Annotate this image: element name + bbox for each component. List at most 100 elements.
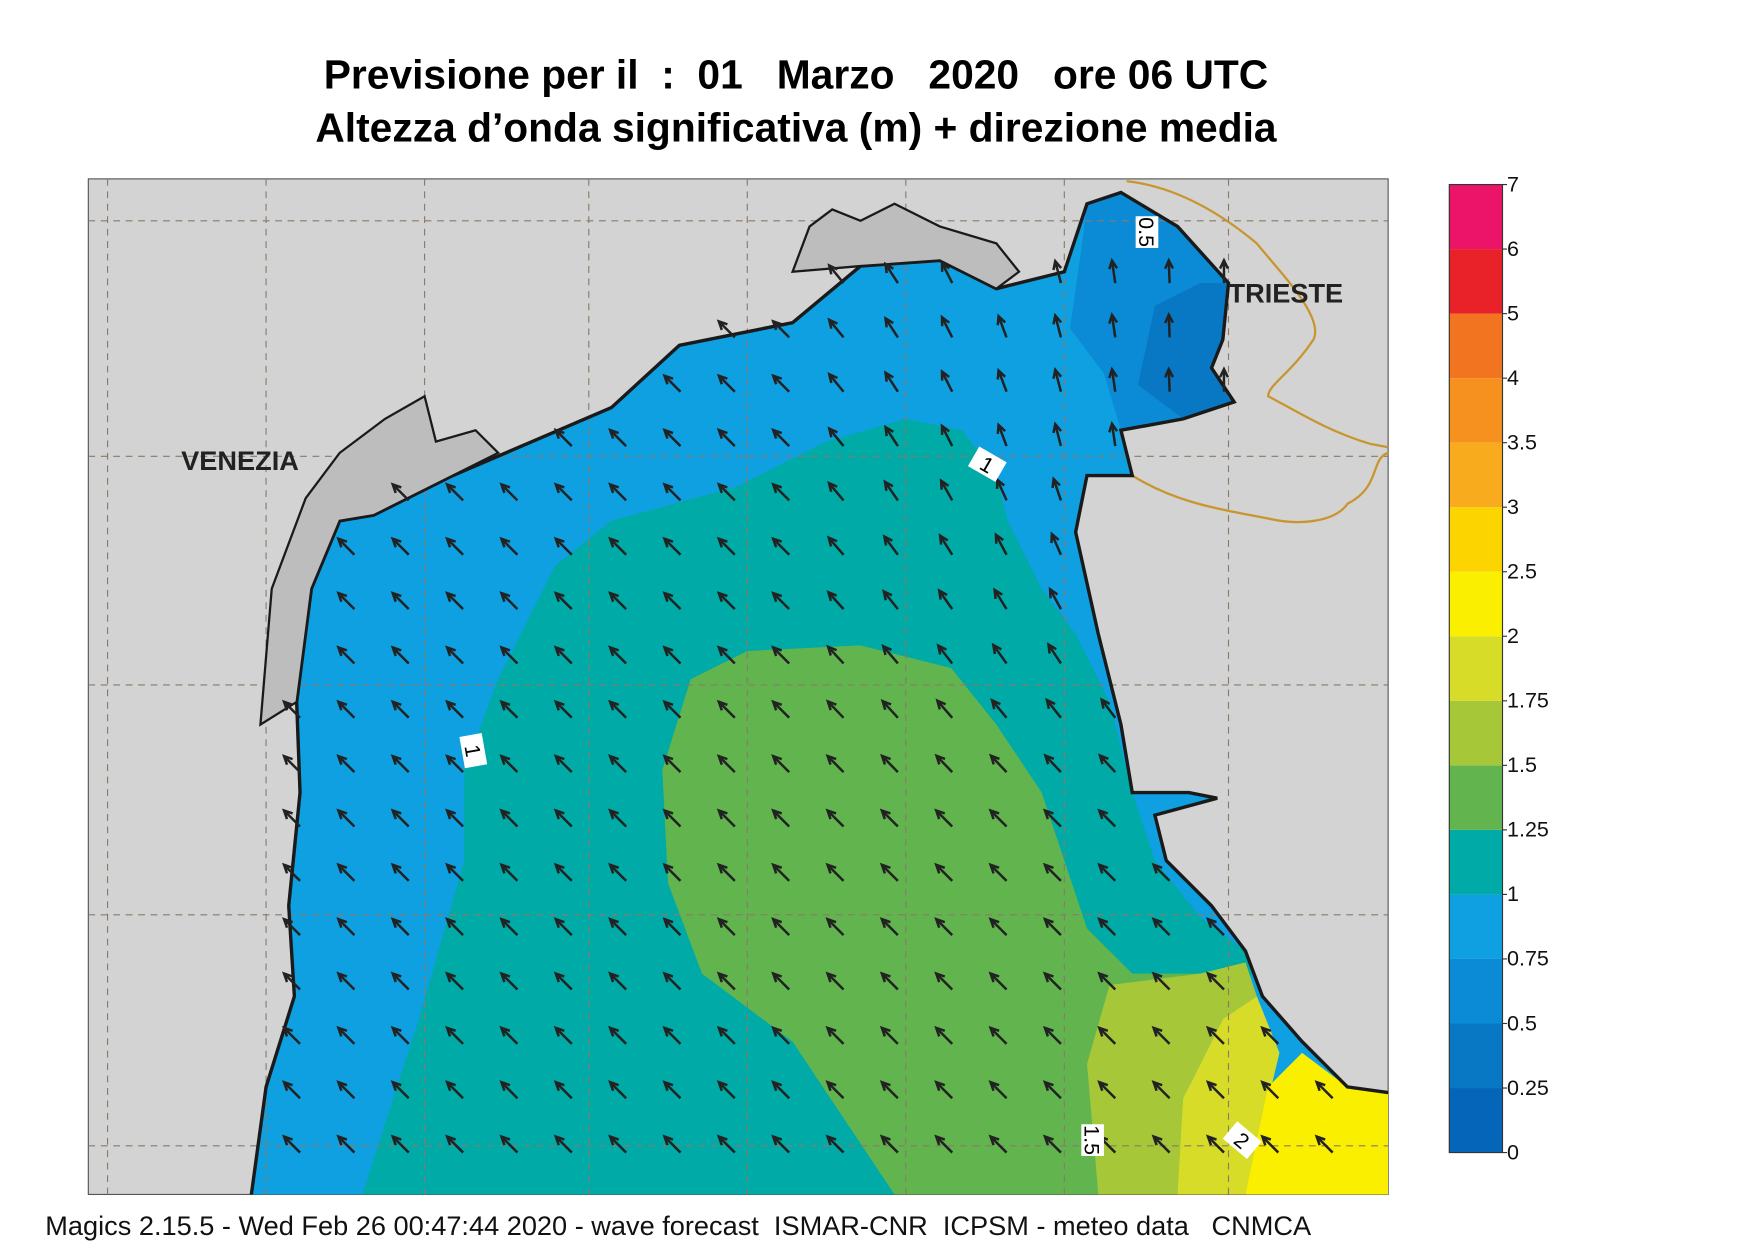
- arrow: [445, 1080, 464, 1100]
- arrow: [1042, 1134, 1062, 1154]
- arrow: [553, 971, 573, 991]
- arrow: [881, 644, 899, 665]
- colorbar-tick-label: 0.25: [1507, 1076, 1549, 1100]
- arrow: [825, 1080, 845, 1100]
- arrow: [553, 699, 573, 719]
- arrow: [940, 314, 954, 338]
- arrow: [880, 753, 899, 774]
- arrow: [716, 1080, 736, 1100]
- arrow: [771, 808, 791, 828]
- arrow: [940, 260, 954, 284]
- arrow: [1151, 971, 1171, 991]
- arrow: [716, 754, 736, 774]
- arrow: [499, 808, 519, 828]
- arrow: [988, 1025, 1008, 1045]
- colorbar-bin: [1449, 700, 1503, 766]
- arrow: [1314, 1134, 1334, 1154]
- place-label: TRIESTE: [1229, 277, 1344, 308]
- arrow: [390, 808, 410, 828]
- arrow: [716, 1134, 736, 1154]
- arrow: [499, 1134, 519, 1154]
- arrow: [662, 808, 682, 828]
- arrow: [608, 1025, 628, 1045]
- arrow: [445, 536, 464, 556]
- contour-label-text: 1.5: [1080, 1125, 1104, 1155]
- arrow: [995, 477, 1008, 501]
- arrow: [445, 1134, 464, 1154]
- colorbar-bin: [1449, 894, 1503, 959]
- colorbar-bin: [1449, 571, 1503, 637]
- arrow: [499, 536, 519, 556]
- arrow: [934, 917, 954, 937]
- arrow: [1042, 917, 1062, 937]
- arrow: [608, 591, 628, 610]
- arrow: [935, 698, 954, 719]
- colorbar-tick-label: 1.25: [1507, 818, 1549, 842]
- contour-label-box: [459, 733, 488, 769]
- arrow: [336, 1134, 356, 1154]
- contour-label-box: [1135, 216, 1159, 248]
- arrow: [1151, 1025, 1171, 1045]
- contour-label-box: [1081, 1124, 1104, 1156]
- arrow: [608, 917, 628, 937]
- arrow: [1260, 1025, 1280, 1045]
- arrow: [934, 1134, 954, 1154]
- arrow: [445, 917, 464, 937]
- arrow: [282, 1025, 301, 1045]
- arrow: [390, 917, 410, 937]
- arrow: [1218, 257, 1230, 284]
- arrow: [934, 753, 954, 774]
- arrow: [989, 753, 1008, 774]
- arrow: [879, 971, 899, 991]
- arrow: [662, 754, 682, 774]
- arrow: [1052, 421, 1063, 447]
- arrow: [662, 1025, 682, 1045]
- arrow: [1108, 420, 1119, 447]
- colorbar-bin: [1449, 249, 1503, 314]
- arrow: [716, 699, 736, 719]
- arrow: [880, 698, 899, 719]
- arrow: [883, 370, 899, 393]
- arrow: [771, 1080, 791, 1100]
- arrow: [1045, 697, 1062, 719]
- arrow: [553, 645, 573, 665]
- arrow: [827, 480, 845, 502]
- arrow: [499, 482, 519, 502]
- arrow: [1042, 808, 1062, 828]
- arrow: [336, 971, 356, 991]
- arrow: [879, 1134, 899, 1154]
- arrow: [716, 373, 736, 393]
- arrow: [662, 1080, 682, 1100]
- colorbar-tick-label: 4: [1507, 366, 1519, 390]
- arrow: [553, 862, 573, 882]
- arrow: [1097, 862, 1117, 882]
- arrow: [553, 1080, 573, 1100]
- arrow: [1099, 697, 1117, 719]
- colorbar-bin: [1449, 829, 1503, 895]
- arrow: [336, 917, 356, 937]
- arrow: [1042, 1025, 1062, 1045]
- arrow: [553, 591, 573, 610]
- band-025-05: [1137, 283, 1235, 419]
- colorbar-tick-label: 2: [1507, 624, 1519, 648]
- arrow: [994, 532, 1008, 556]
- colorbar-bin: [1449, 958, 1503, 1024]
- arrow: [940, 423, 954, 447]
- arrow: [608, 428, 628, 447]
- arrow: [1151, 1134, 1171, 1154]
- arrow: [282, 754, 301, 774]
- arrow: [825, 1025, 845, 1045]
- arrow: [1163, 311, 1175, 338]
- colorbar-bin: [1449, 1023, 1503, 1089]
- arrow: [336, 754, 356, 774]
- arrow: [1163, 366, 1175, 392]
- arrow: [662, 536, 682, 556]
- arrow: [662, 699, 682, 719]
- contour-label: 2: [1222, 1121, 1262, 1159]
- arrow: [608, 536, 628, 556]
- arrow: [716, 482, 736, 502]
- arrow: [827, 426, 845, 447]
- arrow: [988, 1080, 1008, 1100]
- arrow: [282, 917, 301, 937]
- arrow: [883, 261, 899, 284]
